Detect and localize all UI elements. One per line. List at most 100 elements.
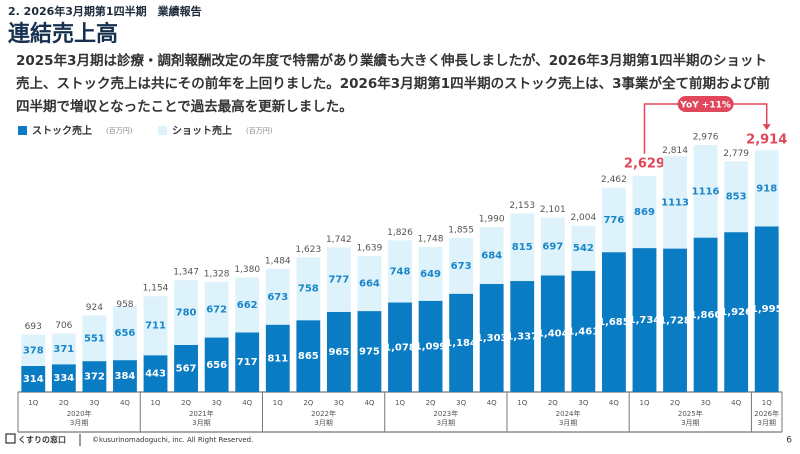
bar-segment (82, 361, 107, 392)
bar-segment (388, 240, 412, 303)
x-tick-label: 2Q (670, 399, 680, 407)
legend-swatch (158, 126, 167, 135)
value-label: 334 (53, 373, 74, 384)
x-tick-label: 1Q (639, 399, 649, 407)
value-label: 1,685 (598, 317, 630, 328)
value-label: 1,078 (384, 342, 416, 353)
total-label: 2,976 (693, 132, 719, 142)
bar-segment (296, 257, 321, 321)
bar-segment (602, 252, 626, 392)
bar-segment (235, 332, 260, 392)
total-label: 706 (55, 321, 72, 331)
bar-segment (357, 255, 382, 312)
x-tick-label: 1Q (28, 399, 38, 407)
total-label: 924 (86, 303, 103, 313)
value-label: 1,099 (415, 341, 447, 352)
value-label: 777 (328, 275, 349, 286)
total-label: 1,154 (143, 284, 169, 294)
bar-segment (235, 277, 260, 333)
bar-segment (418, 246, 443, 301)
bar-segment (265, 268, 290, 325)
bar-segment (479, 227, 504, 284)
bar-segment (204, 281, 229, 338)
total-label: 2,814 (662, 146, 688, 156)
bar-segment (51, 333, 76, 365)
x-tick-label: 4Q (609, 399, 619, 407)
legend-swatch (18, 126, 27, 135)
value-label: 372 (84, 372, 105, 383)
bar-segment (326, 311, 351, 392)
total-label: 2,004 (570, 213, 596, 223)
legend-label: ショット売上 (172, 124, 232, 137)
legend-unit: (百万円) (246, 127, 273, 135)
value-label: 853 (726, 192, 747, 203)
value-label: 1116 (692, 186, 720, 197)
description: 2025年3月期は診療・調剤報酬改定の年度で特需があり業績も大きく伸長しましたが… (16, 53, 770, 115)
bar-segment (510, 281, 535, 392)
x-tick-label: 3Q (456, 399, 466, 407)
total-label: 2,462 (601, 175, 627, 185)
bar-segment (693, 237, 718, 392)
bar-segment (724, 232, 749, 392)
annotation-arrow (762, 124, 771, 131)
total-label: 1,990 (479, 214, 505, 224)
group-label: 3月期 (192, 419, 210, 427)
footer-copyright: ©kusurinomadoguchi, inc. All Right Reser… (92, 436, 253, 444)
value-label: 811 (267, 353, 288, 364)
bar-segment (21, 334, 46, 366)
bar-segment (540, 275, 565, 392)
value-label: 314 (23, 374, 44, 385)
value-label: 711 (145, 321, 166, 332)
bar-segment (204, 337, 229, 392)
value-label: 748 (390, 266, 411, 277)
x-tick-label: 3Q (701, 399, 711, 407)
value-label: 542 (573, 243, 594, 254)
group-label: 2021年 (189, 409, 214, 418)
value-label: 649 (420, 269, 441, 280)
bar-segment (754, 226, 779, 392)
value-label: 758 (298, 284, 319, 295)
value-label: 1,860 (690, 310, 722, 321)
total-label: 1,742 (326, 235, 352, 245)
value-label: 697 (542, 242, 563, 253)
value-label: 918 (756, 183, 777, 194)
bar-segment (724, 161, 749, 233)
x-tick-label: 3Q (89, 399, 99, 407)
value-label: 1,926 (720, 307, 752, 318)
value-label: 1,303 (476, 333, 508, 344)
bar-segment (418, 300, 443, 392)
value-label: 815 (512, 242, 533, 253)
bar-segment (143, 355, 168, 392)
annotation-text: YoY +11% (679, 101, 731, 111)
logo-icon (5, 433, 16, 444)
bar-segment (754, 150, 779, 227)
group-label: 3月期 (314, 419, 332, 427)
total-label: 2,779 (723, 149, 749, 159)
bar-segment (82, 315, 107, 362)
bar-segment (479, 283, 504, 392)
legend-unit: (百万円) (106, 127, 133, 135)
value-label: 1,337 (506, 332, 538, 343)
x-tick-label: 4Q (120, 399, 130, 407)
value-label: 371 (53, 344, 74, 355)
x-tick-label: 3Q (212, 399, 222, 407)
total-label: 2,101 (540, 205, 566, 215)
x-tick-label: 2Q (181, 399, 191, 407)
value-label: 656 (206, 360, 227, 371)
bar-segment (51, 364, 76, 392)
value-label: 865 (298, 351, 319, 362)
group-label: 3月期 (681, 419, 699, 427)
x-tick-label: 1Q (395, 399, 405, 407)
x-tick-label: 2Q (303, 399, 313, 407)
value-label: 1,734 (629, 315, 661, 326)
value-label: 567 (176, 363, 197, 374)
value-label: 1113 (661, 197, 689, 208)
value-label: 664 (359, 279, 380, 290)
bar-segment (602, 187, 626, 253)
x-tick-label: 1Q (517, 399, 527, 407)
bar-segment (693, 144, 718, 238)
total-label: 1,380 (234, 265, 260, 275)
bar-segment (571, 270, 596, 392)
value-label: 673 (451, 261, 472, 272)
